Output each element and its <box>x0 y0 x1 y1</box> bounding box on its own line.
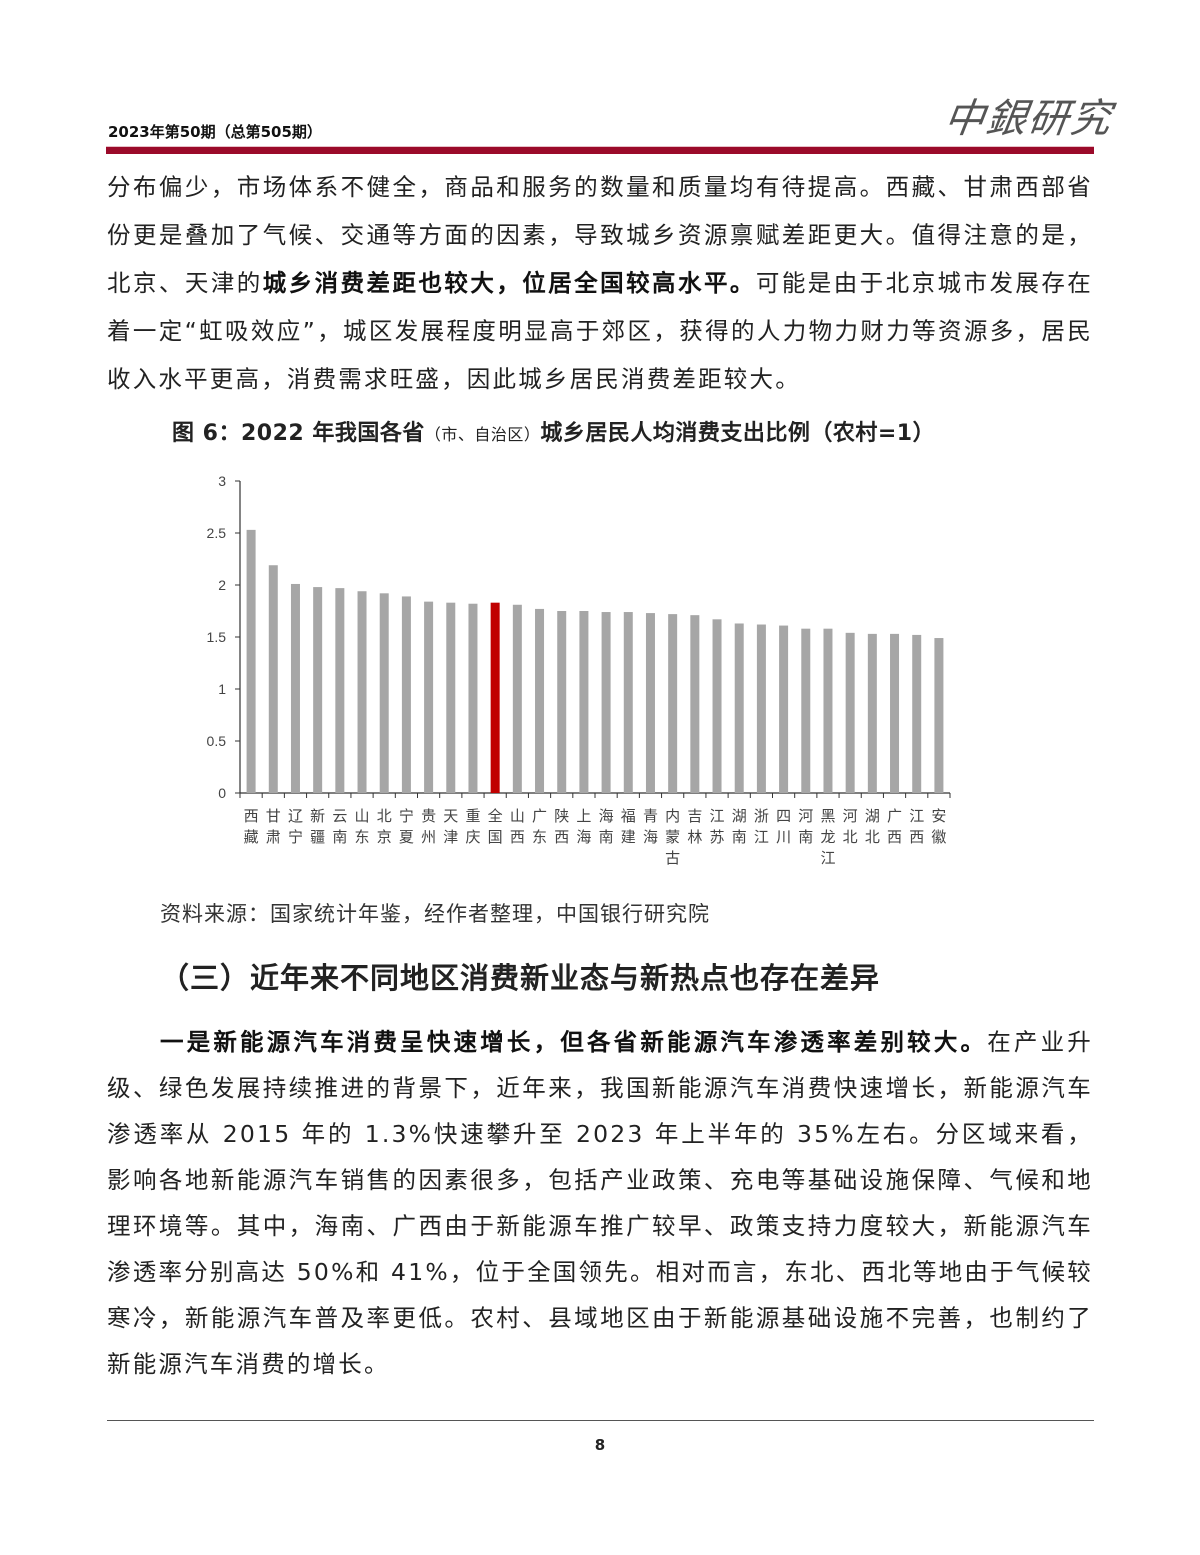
footer-divider <box>107 1420 1094 1421</box>
paragraph-emphasis: 一是新能源汽车消费呈快速增长，但各省新能源汽车渗透率差别较大。 <box>159 1028 988 1056</box>
bar-山西 <box>512 604 522 793</box>
bar-江西 <box>912 634 922 793</box>
x-tick-label: 江苏 <box>710 807 725 846</box>
x-tick-label: 贵州 <box>421 807 436 846</box>
issue-label: 2023年第50期（总第505期） <box>108 123 322 141</box>
bar-全国 <box>490 602 500 793</box>
page-number: 8 <box>594 1436 606 1454</box>
x-tick-label: 青海 <box>643 807 658 846</box>
x-tick-label: 黑龙江 <box>820 807 835 867</box>
x-tick-label: 天津 <box>443 807 458 846</box>
x-tick-label: 湖南 <box>732 807 747 846</box>
x-tick-label: 浙江 <box>754 807 769 846</box>
x-tick-label: 辽宁 <box>288 807 303 846</box>
bar-浙江 <box>756 624 766 793</box>
y-tick-label: 0 <box>218 785 226 801</box>
bar-湖南 <box>734 623 744 793</box>
bar-福建 <box>623 612 633 793</box>
y-tick-label: 2 <box>218 577 226 593</box>
section-heading: （三）近年来不同地区消费新业态与新热点也存在差异 <box>160 961 881 995</box>
x-tick-label: 宁夏 <box>399 807 414 846</box>
x-tick-label: 河南 <box>798 807 813 846</box>
bar-吉林 <box>690 615 700 793</box>
paragraph-text: 分布偏少，市场体系不健全，商品和服务的数量和质量均有待提高。西藏、甘肃西部省份更… <box>107 173 1093 297</box>
bar-江苏 <box>712 619 722 793</box>
x-tick-label: 上海 <box>576 807 591 846</box>
x-tick-label: 甘肃 <box>266 807 281 846</box>
bar-河南 <box>801 628 811 793</box>
x-tick-label: 内蒙古 <box>665 807 680 867</box>
x-tick-label: 安徽 <box>931 807 946 846</box>
y-tick-label: 3 <box>218 473 226 489</box>
x-tick-label: 福建 <box>621 807 636 846</box>
y-tick-label: 1 <box>218 681 226 697</box>
caption-main: 图 6：2022 年我国各省 <box>172 421 425 446</box>
bar-广东 <box>535 608 545 793</box>
bar-北京 <box>379 593 389 793</box>
header-divider <box>106 146 1094 154</box>
x-tick-label: 西藏 <box>244 807 259 846</box>
bar-上海 <box>579 611 589 793</box>
bar-黑龙江 <box>823 628 833 793</box>
bar-chart: 00.511.522.53西藏甘肃辽宁新疆云南山东北京宁夏贵州天津重庆全国山西广… <box>207 473 951 867</box>
x-tick-label: 江西 <box>909 807 924 846</box>
bar-青海 <box>645 613 655 793</box>
body-paragraph-2: 一是新能源汽车消费呈快速增长，但各省新能源汽车渗透率差别较大。在产业升级、绿色发… <box>107 1019 1093 1387</box>
x-tick-label: 重庆 <box>465 807 480 846</box>
x-tick-label: 河北 <box>843 807 858 846</box>
caption-tail: 城乡居民人均消费支出比例（农村=1） <box>540 421 936 446</box>
x-tick-label: 全国 <box>488 807 503 846</box>
bar-内蒙古 <box>668 614 678 793</box>
y-tick-label: 2.5 <box>207 525 227 541</box>
x-tick-label: 云南 <box>332 807 347 846</box>
bar-宁夏 <box>401 596 411 793</box>
bar-湖北 <box>867 633 877 793</box>
bar-重庆 <box>468 603 478 793</box>
x-tick-label: 新疆 <box>310 807 325 846</box>
bar-四川 <box>779 625 789 793</box>
bar-辽宁 <box>290 583 300 793</box>
x-tick-label: 广东 <box>532 807 547 846</box>
figure-caption: 图 6：2022 年我国各省（市、自治区）城乡居民人均消费支出比例（农村=1） <box>172 415 935 447</box>
boc-research-logo: 中銀研究 <box>941 96 1116 142</box>
bar-西藏 <box>246 529 256 793</box>
x-tick-label: 湖北 <box>865 807 880 846</box>
x-tick-label: 吉林 <box>687 807 702 846</box>
x-tick-label: 山东 <box>355 807 370 846</box>
body-paragraph-1: 分布偏少，市场体系不健全，商品和服务的数量和质量均有待提高。西藏、甘肃西部省份更… <box>107 163 1093 403</box>
bar-贵州 <box>424 601 434 793</box>
bar-河北 <box>845 632 855 793</box>
paragraph-text: 可能是由于北京城市发展存在着一定“虹吸效应”，城区发展程度明显高于郊区，获得的人… <box>107 269 1093 393</box>
bar-天津 <box>446 602 456 793</box>
figure-source: 资料来源：国家统计年鉴，经作者整理，中国银行研究院 <box>160 902 710 926</box>
bar-海南 <box>601 612 611 793</box>
paragraph-emphasis: 城乡消费差距也较大，位居全国较高水平。 <box>262 269 756 297</box>
x-tick-label: 四川 <box>776 807 791 846</box>
bar-云南 <box>335 588 345 793</box>
x-tick-label: 陕西 <box>554 807 569 846</box>
y-tick-label: 0.5 <box>207 733 227 749</box>
y-tick-label: 1.5 <box>207 629 227 645</box>
x-tick-label: 北京 <box>377 807 392 846</box>
paragraph-text: 在产业升级、绿色发展持续推进的背景下，近年来，我国新能源汽车消费快速增长，新能源… <box>107 1028 1093 1378</box>
x-tick-label: 海南 <box>599 807 614 846</box>
bar-甘肃 <box>268 565 278 793</box>
bar-安徽 <box>934 638 944 793</box>
x-tick-label: 山西 <box>510 807 525 846</box>
bar-新疆 <box>313 587 323 793</box>
caption-small: （市、自治区） <box>424 425 541 444</box>
x-tick-label: 广西 <box>887 807 902 846</box>
bar-广西 <box>890 633 900 793</box>
bar-山东 <box>357 591 367 793</box>
bar-陕西 <box>557 611 567 793</box>
